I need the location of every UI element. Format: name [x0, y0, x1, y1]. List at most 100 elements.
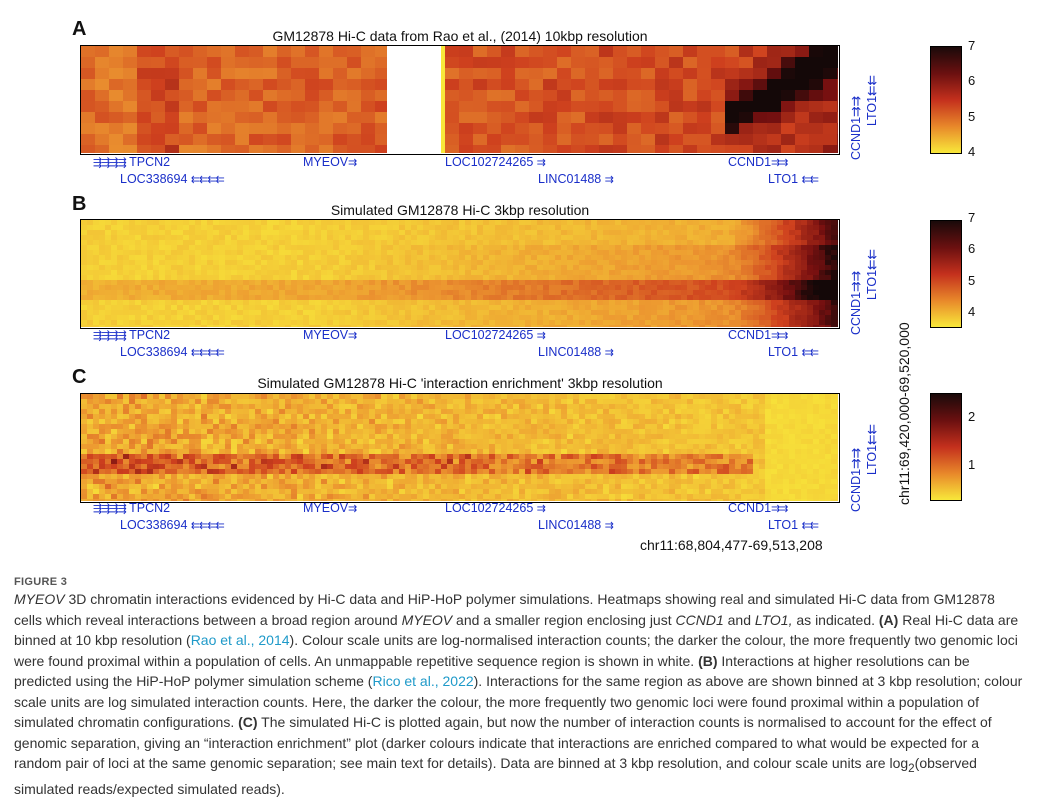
- panel-b-cell: [735, 230, 742, 236]
- panel-b-cell: [399, 250, 406, 256]
- panel-b-cell: [543, 310, 550, 316]
- panel-a-cell: [263, 145, 278, 157]
- panel-b-cell: [741, 220, 748, 226]
- panel-c-cell: [243, 424, 250, 430]
- panel-b-cell: [489, 260, 496, 266]
- panel-a-cell: [263, 68, 278, 80]
- panel-b-cell: [477, 235, 484, 241]
- panel-c-cell: [549, 429, 556, 435]
- panel-b-cell: [243, 310, 250, 316]
- panel-b-cell: [621, 285, 628, 291]
- panel-b-cell: [435, 275, 442, 281]
- panel-c-cell: [165, 439, 172, 445]
- panel-b-cell: [579, 240, 586, 246]
- panel-c-cell: [423, 419, 430, 425]
- panel-a-cell: [683, 90, 698, 102]
- panel-c-cell: [693, 449, 700, 455]
- panel-b-cell: [771, 220, 778, 226]
- panel-c-cell: [591, 449, 598, 455]
- panel-c-cell: [615, 414, 622, 420]
- panel-b-cell: [207, 315, 214, 321]
- panel-b-cell: [555, 310, 562, 316]
- panel-c-cell: [513, 439, 520, 445]
- panel-b-cell: [495, 235, 502, 241]
- panel-b-cell: [231, 285, 238, 291]
- panel-b-cell: [381, 235, 388, 241]
- panel-b-cell: [621, 300, 628, 306]
- panel-b-cell: [81, 305, 88, 311]
- panel-a-cell: [683, 134, 698, 146]
- panel-a-cell: [725, 57, 740, 69]
- panel-b-cell: [417, 265, 424, 271]
- panel-b-cell: [717, 325, 724, 331]
- panel-b-cell: [525, 310, 532, 316]
- panel-a-cell: [81, 79, 96, 91]
- panel-a-cell: [263, 79, 278, 91]
- panel-c-cell: [519, 449, 526, 455]
- panel-b-cell: [93, 235, 100, 241]
- panel-c-cell: [615, 429, 622, 435]
- panel-a-cell: [543, 46, 558, 58]
- panel-b-cell: [309, 240, 316, 246]
- panel-b-cell: [237, 285, 244, 291]
- panel-c-cell: [285, 414, 292, 420]
- panel-c-cell: [645, 399, 652, 405]
- panel-c-cell: [645, 394, 652, 400]
- panel-b-cell: [483, 280, 490, 286]
- panel-b-tick-5: 5: [968, 273, 976, 288]
- panel-c-cell: [747, 424, 754, 430]
- panel-b-cell: [381, 315, 388, 321]
- panel-b-cell: [81, 270, 88, 276]
- panel-b-cell: [543, 275, 550, 281]
- panel-c-cell: [363, 434, 370, 440]
- panel-b-cell: [225, 255, 232, 261]
- panel-b-cell: [447, 230, 454, 236]
- panel-b-cell: [657, 290, 664, 296]
- panel-c-cell: [693, 429, 700, 435]
- panel-c-cell: [309, 419, 316, 425]
- panel-b-cell: [417, 320, 424, 326]
- panel-b-cell: [825, 290, 832, 296]
- panel-b-cell: [477, 295, 484, 301]
- panel-c-cell: [411, 404, 418, 410]
- panel-b-cell: [663, 225, 670, 231]
- panel-b-cell: [87, 320, 94, 326]
- panel-b-cell: [321, 315, 328, 321]
- panel-c-cell: [579, 404, 586, 410]
- panel-b-cell: [633, 305, 640, 311]
- panel-b-cell: [513, 270, 520, 276]
- panel-b-cell: [435, 220, 442, 226]
- panel-b-cell: [543, 285, 550, 291]
- panel-b-cell: [489, 225, 496, 231]
- panel-b-cell: [459, 240, 466, 246]
- panel-b-cell: [525, 220, 532, 226]
- panel-b-cell: [135, 285, 142, 291]
- panel-b-cell: [291, 305, 298, 311]
- panel-a-cell: [487, 68, 502, 80]
- panel-b-cell: [741, 325, 748, 331]
- panel-b-cell: [303, 245, 310, 251]
- panel-b-cell: [159, 255, 166, 261]
- panel-c-cell: [831, 444, 838, 450]
- panel-b-cell: [681, 250, 688, 256]
- panel-b-cell: [141, 305, 148, 311]
- panel-c-cell: [327, 414, 334, 420]
- panel-a-cell: [599, 79, 614, 91]
- panel-b-cell: [705, 230, 712, 236]
- panel-c-cell: [147, 454, 154, 460]
- panel-b-cell: [483, 270, 490, 276]
- panel-a-cell: [501, 57, 516, 69]
- panel-b-cell: [555, 245, 562, 251]
- panel-b-cell: [225, 310, 232, 316]
- panel-b-cell: [213, 320, 220, 326]
- panel-b-cell: [477, 265, 484, 271]
- panel-a-cell: [445, 101, 460, 113]
- panel-b-cell: [573, 245, 580, 251]
- panel-a-cell: [781, 123, 796, 135]
- panel-b-cell: [207, 230, 214, 236]
- panel-b-cell: [639, 325, 646, 331]
- panel-b-cell: [573, 285, 580, 291]
- panel-b-cell: [165, 285, 172, 291]
- panel-b-cell: [261, 230, 268, 236]
- panel-c-cell: [123, 434, 130, 440]
